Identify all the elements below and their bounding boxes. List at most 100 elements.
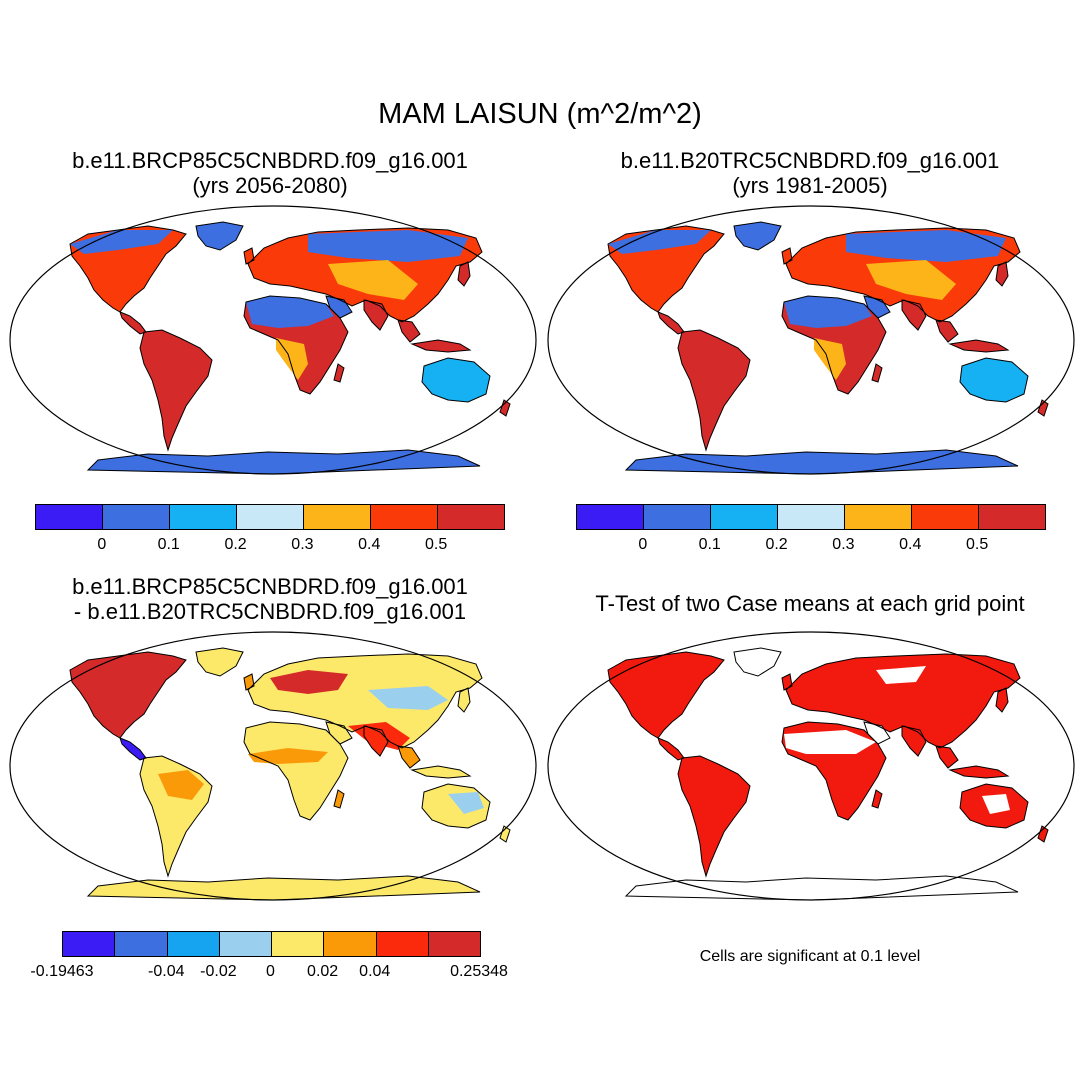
coastline-arabia: [863, 721, 891, 745]
coastline-arabia: [863, 295, 891, 319]
coastline-seAsia: [935, 319, 959, 343]
panel-title-ttest: T-Test of two Case means at each grid po…: [545, 591, 1075, 616]
land-region-newZealand: [500, 826, 510, 842]
land-region-arabia: [864, 722, 890, 744]
colorbar-swatch: [170, 505, 237, 529]
land-region-seAsia: [398, 320, 420, 342]
colorbar-swatch: [577, 505, 644, 529]
coastline-northAmerica: [607, 651, 725, 739]
land-region-africa: [244, 722, 348, 820]
land-region-arabia: [864, 296, 890, 318]
land-region-newZealand: [500, 400, 510, 416]
colorbar-swatch: [36, 505, 103, 529]
coastline-eurasia: [247, 653, 483, 749]
coastline-australia: [959, 783, 1029, 829]
colorbar-swatch: [778, 505, 845, 529]
coastline-indonesia: [410, 765, 472, 779]
coastline-japan: [457, 687, 471, 713]
coastline-eurasia: [785, 227, 1021, 323]
land-region-antarctica: [88, 450, 480, 474]
map-coastline: [607, 221, 1049, 475]
coastline-northAmerica: [607, 225, 725, 313]
land-region-australia: [960, 358, 1028, 402]
coastline-antarctica: [624, 449, 1019, 475]
land-region-centralAmerica: [658, 738, 684, 760]
coastline-uk: [781, 673, 793, 691]
colorbar-swatch: [103, 505, 170, 529]
colorbar-tick-label: -0.19463: [30, 963, 94, 980]
field-patch: [368, 686, 448, 710]
significance-note: Cells are significant at 0.1 level: [699, 948, 921, 965]
land-region-antarctica: [626, 876, 1018, 900]
coastline-uk: [781, 247, 793, 265]
land-region-indonesia: [412, 340, 470, 352]
coastline-seAsia: [397, 745, 421, 769]
land-region-antarctica: [626, 450, 1018, 474]
colorbar-tick-label: 0.02: [307, 963, 339, 980]
field-patch: [982, 794, 1010, 814]
land-region-arabia: [326, 722, 352, 744]
coastline-newZealand: [1037, 825, 1049, 843]
colorbar-swatch: [304, 505, 371, 529]
land-region-indonesia: [950, 766, 1008, 778]
field-patch: [784, 730, 876, 754]
colorbar-difference: [62, 931, 481, 957]
colorbar-swatch: [237, 505, 304, 529]
coastline-africa: [781, 721, 887, 821]
coastline-centralAmerica: [119, 737, 147, 761]
colorbar-swatch: [438, 505, 504, 529]
coastline-eurasia: [247, 227, 483, 323]
panel-title-line2: - b.e11.B20TRC5CNBDRD.f09_g16.001: [73, 599, 467, 624]
colorbar-swatch: [644, 505, 711, 529]
land-region-antarctica: [88, 876, 480, 900]
land-region-madagascar: [872, 364, 882, 382]
land-region-japan: [458, 688, 470, 712]
coastline-uk: [243, 247, 255, 265]
colorbar-tick-label: 0.2: [224, 536, 247, 553]
land-region-greenland: [734, 222, 781, 250]
colorbar-tick-label: 0.5: [425, 536, 448, 553]
field-patch: [846, 230, 1006, 262]
coastline-madagascar: [871, 789, 883, 809]
coastline-greenland: [733, 647, 782, 677]
colorbar-tick-label: 0.1: [698, 536, 721, 553]
land-region-newZealand: [1038, 400, 1048, 416]
land-region-arabia: [326, 296, 352, 318]
map-land: [608, 648, 1048, 900]
colorbar-historical: [576, 504, 1046, 530]
coastline-southAmerica: [677, 755, 751, 878]
land-region-southAmerica: [678, 330, 750, 450]
coastline-japan: [995, 261, 1009, 287]
map-land: [70, 222, 510, 474]
colorbar-tick-label: 0.3: [832, 536, 855, 553]
field-patch: [448, 792, 484, 814]
coastline-uk: [243, 673, 255, 691]
coastline-northAmerica: [69, 651, 187, 739]
coastline-indonesia: [410, 339, 472, 353]
map-coastline: [69, 221, 511, 475]
field-patch: [866, 260, 956, 300]
colorbar-swatch: [912, 505, 979, 529]
coastline-madagascar: [333, 789, 345, 809]
colorbar-tick-label: 0.1: [157, 536, 180, 553]
panel-title-future: b.e11.BRCP85C5CNBDRD.f09_g16.001 (yrs 20…: [20, 148, 520, 198]
colorbar-swatch: [167, 932, 220, 956]
map-coastline: [69, 647, 511, 901]
field-patch: [784, 296, 872, 328]
field-patch: [248, 748, 328, 764]
coastline-southAmerica: [677, 329, 751, 452]
coastline-india: [901, 725, 927, 757]
land-region-greenland: [734, 648, 781, 676]
map-ttest: [547, 631, 1075, 901]
coastline-greenland: [195, 647, 244, 677]
land-region-madagascar: [334, 364, 344, 382]
coastline-seAsia: [397, 319, 421, 343]
colorbar-swatch: [115, 932, 168, 956]
land-region-japan: [996, 688, 1008, 712]
map-difference: [9, 631, 537, 901]
colorbar-tick-label: 0.04: [359, 963, 391, 980]
coastline-madagascar: [871, 363, 883, 383]
field-patch: [84, 680, 148, 704]
colorbar-tick-label: -0.04: [148, 963, 185, 980]
land-region-madagascar: [872, 790, 882, 808]
